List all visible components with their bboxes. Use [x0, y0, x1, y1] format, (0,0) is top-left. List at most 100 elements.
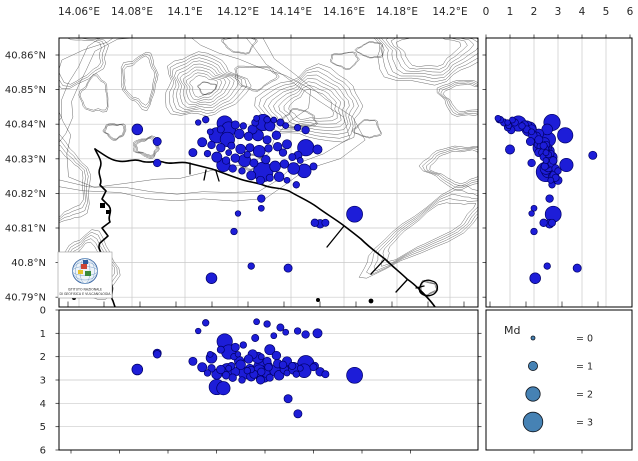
contour-ring: [120, 51, 159, 111]
event-dot: [188, 148, 198, 158]
event-dot: [256, 175, 265, 185]
event-dot: [263, 116, 271, 124]
depth-left-tick-label: 5: [40, 422, 46, 433]
event-dot: [346, 205, 363, 223]
legend-panel-border: [485, 309, 633, 451]
contour-ring: [235, 66, 278, 91]
event-dot: [257, 367, 266, 376]
contour-ring: [263, 70, 355, 135]
event-dot: [216, 143, 226, 153]
contour-ring: [281, 109, 317, 128]
contour-ring: [420, 281, 437, 296]
event-dot: [264, 344, 276, 356]
contour-ring: [429, 149, 478, 185]
event-dot: [271, 130, 282, 140]
event-dot: [293, 409, 303, 419]
contour-ring: [442, 83, 478, 112]
event-dot: [225, 364, 233, 372]
event-dot: [228, 164, 237, 173]
event-dot: [239, 341, 247, 349]
event-dot: [216, 125, 225, 134]
event-dot: [543, 262, 551, 270]
event-dot: [195, 327, 202, 335]
contour-ring: [381, 38, 478, 76]
contour-ring: [378, 38, 478, 79]
event-dot: [230, 227, 238, 236]
event-dot: [278, 360, 288, 369]
event-dot: [264, 363, 273, 372]
event-dot: [227, 141, 236, 150]
contour-ring: [103, 124, 126, 140]
lon-tick-label: 14.12°E: [217, 6, 259, 18]
contour-ring: [122, 53, 157, 109]
depth-top-tick-label: 6: [627, 6, 634, 18]
event-dot: [243, 131, 254, 141]
event-dot: [346, 366, 363, 384]
lon-tick-label: 14.06°E: [58, 6, 100, 18]
event-dot: [540, 162, 549, 171]
contour-ring: [123, 55, 156, 106]
event-dot: [534, 135, 544, 145]
event-dot: [234, 351, 242, 358]
event-dot: [235, 143, 246, 155]
event-dot: [296, 157, 304, 164]
legend-md-circle: [530, 335, 536, 341]
contour-ring: [59, 38, 350, 195]
depth-latitude-dots: [494, 113, 598, 284]
event-dot: [545, 194, 554, 203]
nisida-island: [418, 279, 439, 297]
event-dot: [518, 122, 526, 130]
contour-ring: [396, 38, 462, 67]
contour-ring: [283, 84, 338, 123]
contour-ring: [268, 74, 350, 132]
event-dot: [262, 135, 272, 145]
longitude-depth-dots: [131, 318, 363, 419]
contour-ring: [197, 82, 217, 95]
event-dot: [257, 353, 265, 361]
contour-ring: [171, 57, 243, 113]
contour-ring: [222, 38, 256, 54]
event-dot: [152, 137, 162, 146]
legend-md-label: = 3: [576, 418, 593, 429]
event-dot: [293, 327, 302, 335]
event-dot: [207, 140, 216, 150]
logo-text-line2: DI GEOFISICA E VULCANOLOGIA: [60, 292, 112, 296]
contour-ring: [380, 198, 478, 267]
event-dot: [251, 334, 260, 342]
contour-ring: [358, 185, 478, 279]
map-panel-border: [58, 37, 479, 308]
event-dot: [225, 149, 233, 156]
contour-ring: [438, 81, 478, 116]
depth-left-tick-label: 0: [40, 306, 46, 317]
contour-ring: [420, 280, 438, 296]
contour-ring: [136, 138, 157, 156]
contour-ring: [288, 88, 334, 120]
event-dot: [257, 204, 265, 212]
contour-ring: [355, 41, 383, 58]
event-dot: [312, 328, 323, 339]
event-dot: [264, 144, 273, 153]
contour-ring: [373, 38, 478, 86]
event-dot: [205, 272, 218, 284]
event-dot: [282, 122, 290, 129]
epicenter-dots-map: [131, 113, 363, 284]
harbor-block: [106, 210, 110, 214]
event-dot: [283, 263, 293, 273]
lat-tick-label: 40.83°N: [5, 154, 46, 165]
contour-ring: [331, 52, 359, 70]
event-dot: [265, 173, 274, 182]
lon-tick-label: 14.16°E: [323, 6, 365, 18]
lat-tick-label: 40.8°N: [11, 258, 46, 269]
harbor-piers: [189, 162, 425, 293]
event-dot: [282, 139, 292, 150]
lon-tick-label: 14.1°E: [167, 6, 202, 18]
event-dot: [539, 141, 548, 150]
depth-left-tick-label: 6: [40, 446, 46, 457]
event-dot: [548, 218, 556, 227]
event-dot: [197, 362, 208, 373]
coastline-bay-north: [94, 148, 436, 307]
event-dot: [153, 350, 162, 359]
event-dot: [263, 320, 271, 328]
